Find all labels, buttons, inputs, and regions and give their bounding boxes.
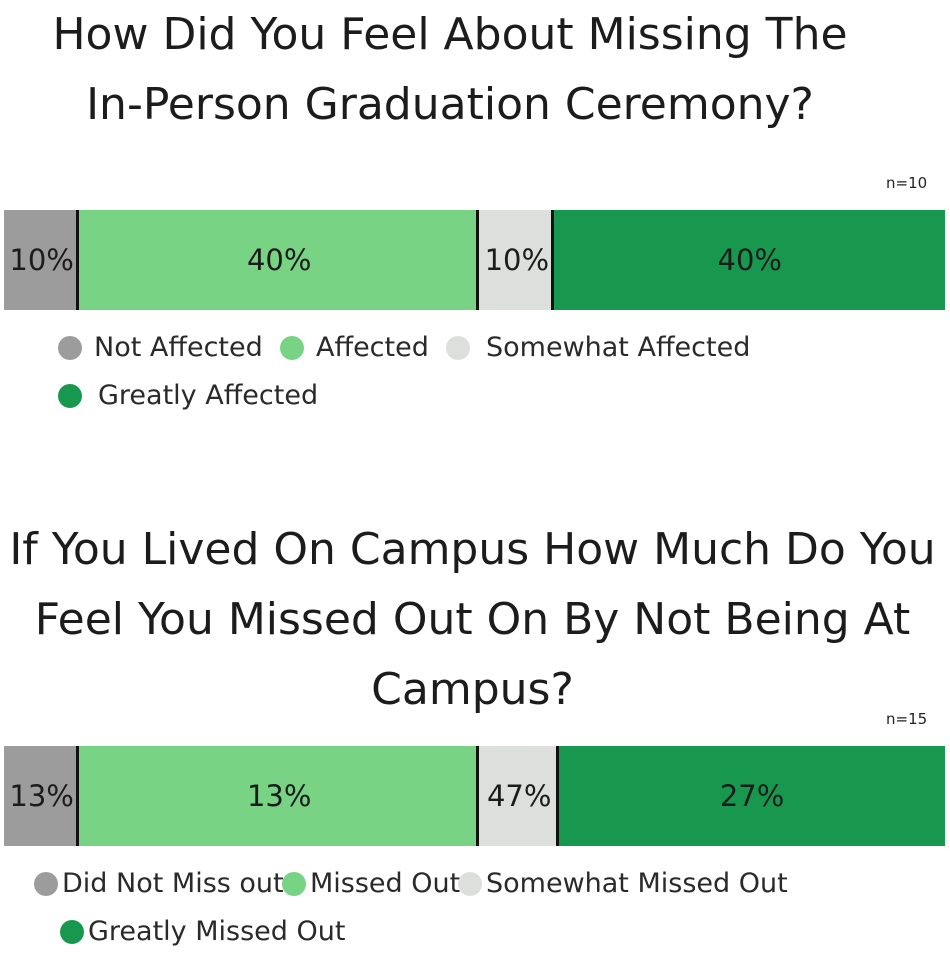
bar-segment-not-affected: 10% <box>4 210 80 310</box>
legend-dot-icon <box>60 919 84 944</box>
data-label: 13% <box>246 779 312 813</box>
data-label: 40% <box>246 243 312 277</box>
chart-2-title: If You Lived On Campus How Much Do You Fe… <box>0 515 945 725</box>
legend-dot-icon <box>282 871 306 896</box>
chart-1-legend-item-somewhat-affected: Somewhat Affected <box>446 332 750 363</box>
chart-2-legend-item-greatly-missed-out: Greatly Missed Out <box>60 916 345 947</box>
bar-segment-somewhat-affected: 10% <box>479 210 555 310</box>
data-label: 10% <box>484 243 550 277</box>
legend-dot-icon <box>446 335 470 360</box>
legend-label: Greatly Missed Out <box>88 916 346 947</box>
chart-2-legend-item-missed-out: Missed Out <box>282 868 460 899</box>
legend-label: Somewhat Affected <box>486 332 751 363</box>
legend-dot-icon <box>34 871 58 896</box>
chart-2-legend-item-did-not-miss-out: Did Not Miss out <box>34 868 284 899</box>
chart-1-bar: 10% 40% 10% 40% <box>4 210 945 310</box>
chart-2-bar: 13% 13% 47% 27% <box>4 746 945 846</box>
chart-1-sample-size: n=10 <box>886 174 928 192</box>
legend-dot-icon <box>58 335 82 360</box>
data-label: 47% <box>486 779 552 813</box>
legend-label: Not Affected <box>94 332 263 363</box>
chart-1-legend-item-affected: Affected <box>280 332 429 363</box>
chart-1-title: How Did You Feel About Missing The In-Per… <box>0 0 900 140</box>
chart-1-title-line-1: How Did You Feel About Missing The <box>52 9 848 60</box>
bar-segment-missed-out: 13% <box>79 746 480 846</box>
bar-segment-greatly-affected: 40% <box>554 210 945 310</box>
legend-dot-icon <box>280 335 304 360</box>
legend-label: Somewhat Missed Out <box>486 868 788 899</box>
chart-1-legend-item-greatly-affected: Greatly Affected <box>58 380 318 411</box>
legend-label: Affected <box>316 332 429 363</box>
chart-1-title-line-2: In-Person Graduation Ceremony? <box>86 79 814 130</box>
legend-label: Greatly Affected <box>98 380 319 411</box>
chart-1-legend-item-not-affected: Not Affected <box>58 332 263 363</box>
legend-label: Missed Out <box>310 868 461 899</box>
chart-2-title-line-3: Campus? <box>371 664 574 715</box>
chart-2-title-line-2: Feel You Missed Out On By Not Being At <box>34 594 911 645</box>
legend-dot-icon <box>458 871 482 896</box>
data-label: 40% <box>717 243 782 277</box>
chart-2-sample-size: n=15 <box>886 710 928 728</box>
legend-label: Did Not Miss out <box>62 868 284 899</box>
chart-2-legend-item-somewhat-missed-out: Somewhat Missed Out <box>458 868 788 899</box>
data-label: 10% <box>9 243 74 277</box>
bar-segment-somewhat-missed-out: 47% <box>479 746 560 846</box>
legend-dot-icon <box>58 383 82 408</box>
bar-segment-greatly-missed-out: 27% <box>559 746 945 846</box>
data-label: 27% <box>719 779 785 813</box>
bar-segment-did-not-miss-out: 13% <box>4 746 80 846</box>
bar-segment-affected: 40% <box>79 210 480 310</box>
chart-2-title-line-1: If You Lived On Campus How Much Do You <box>9 524 936 575</box>
data-label: 13% <box>9 779 74 813</box>
